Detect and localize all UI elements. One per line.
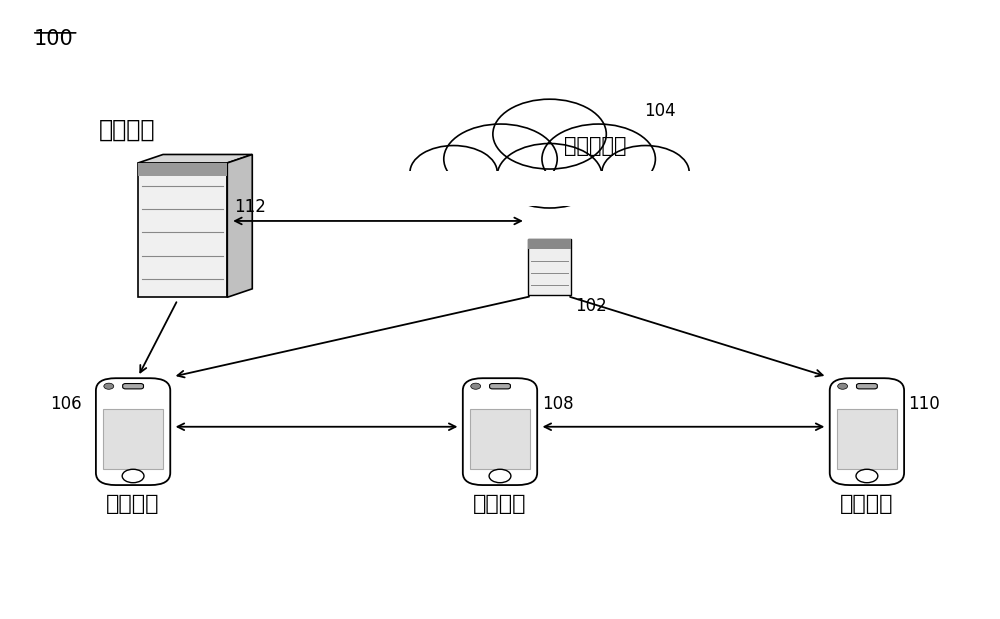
Text: 112: 112: [234, 198, 266, 216]
Text: 第二设备: 第二设备: [473, 494, 527, 514]
Circle shape: [471, 383, 481, 389]
Circle shape: [410, 145, 497, 199]
FancyBboxPatch shape: [138, 163, 227, 176]
Circle shape: [838, 383, 848, 389]
FancyBboxPatch shape: [528, 239, 571, 249]
Text: 104: 104: [644, 102, 675, 120]
FancyBboxPatch shape: [490, 384, 510, 389]
Circle shape: [104, 383, 114, 389]
Circle shape: [444, 124, 557, 194]
Circle shape: [497, 144, 602, 208]
Text: 100: 100: [34, 28, 74, 49]
Text: 108: 108: [542, 395, 573, 413]
Text: 106: 106: [50, 395, 82, 413]
FancyBboxPatch shape: [837, 409, 897, 469]
FancyBboxPatch shape: [830, 378, 904, 485]
FancyBboxPatch shape: [103, 409, 163, 469]
Text: 110: 110: [909, 395, 940, 413]
FancyBboxPatch shape: [463, 378, 537, 485]
Polygon shape: [138, 155, 252, 163]
Circle shape: [542, 124, 655, 194]
Text: 发布系统: 发布系统: [98, 118, 155, 141]
FancyBboxPatch shape: [528, 239, 571, 295]
Circle shape: [493, 99, 606, 169]
Text: 区块链网络: 区块链网络: [564, 136, 627, 156]
FancyBboxPatch shape: [857, 384, 877, 389]
Text: 102: 102: [575, 298, 607, 316]
FancyBboxPatch shape: [402, 171, 697, 206]
FancyBboxPatch shape: [96, 378, 170, 485]
FancyBboxPatch shape: [123, 384, 143, 389]
Polygon shape: [227, 155, 252, 297]
FancyBboxPatch shape: [470, 409, 530, 469]
Text: 第三设备: 第三设备: [840, 494, 894, 514]
FancyBboxPatch shape: [138, 163, 227, 297]
Circle shape: [602, 145, 689, 199]
Text: 第一设备: 第一设备: [106, 494, 160, 514]
